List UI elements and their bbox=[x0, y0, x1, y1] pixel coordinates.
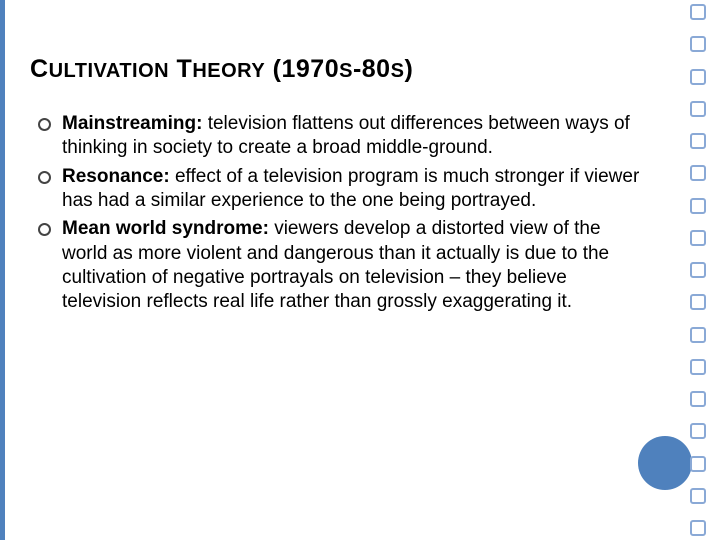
title-seg: S bbox=[339, 60, 353, 82]
left-accent-bar bbox=[0, 0, 5, 540]
decorative-square bbox=[690, 262, 706, 278]
decorative-square bbox=[690, 198, 706, 214]
decorative-square bbox=[690, 165, 706, 181]
title-seg: HEORY bbox=[192, 60, 265, 82]
title-seg: -80 bbox=[353, 55, 391, 83]
title-seg: C bbox=[30, 55, 49, 83]
title-seg: S bbox=[391, 60, 405, 82]
decorative-square bbox=[690, 327, 706, 343]
bullet-term: Mean world syndrome: bbox=[62, 218, 269, 239]
bullet-list: Mainstreaming: television flattens out d… bbox=[30, 112, 640, 315]
decorative-square bbox=[690, 133, 706, 149]
title-seg: ) bbox=[404, 55, 413, 83]
right-square-strip bbox=[686, 0, 710, 540]
decorative-square bbox=[690, 101, 706, 117]
decorative-circle bbox=[638, 436, 692, 490]
bullet-term: Mainstreaming: bbox=[62, 113, 202, 134]
decorative-square bbox=[690, 391, 706, 407]
decorative-square bbox=[690, 423, 706, 439]
title-seg: (1970 bbox=[265, 55, 339, 83]
decorative-square bbox=[690, 230, 706, 246]
decorative-square bbox=[690, 294, 706, 310]
list-item: Mainstreaming: television flattens out d… bbox=[38, 112, 640, 161]
slide-title: CULTIVATION THEORY (1970S-80S) bbox=[30, 55, 640, 84]
bullet-term: Resonance: bbox=[62, 166, 170, 187]
decorative-square bbox=[690, 36, 706, 52]
decorative-square bbox=[690, 69, 706, 85]
list-item: Resonance: effect of a television progra… bbox=[38, 165, 640, 214]
slide-content: CULTIVATION THEORY (1970S-80S) Mainstrea… bbox=[30, 55, 640, 319]
list-item: Mean world syndrome: viewers develop a d… bbox=[38, 217, 640, 314]
title-seg: T bbox=[169, 55, 192, 83]
title-seg: ULTIVATION bbox=[49, 60, 170, 82]
decorative-square bbox=[690, 359, 706, 375]
decorative-square bbox=[690, 520, 706, 536]
decorative-square bbox=[690, 4, 706, 20]
decorative-square bbox=[690, 488, 706, 504]
decorative-square bbox=[690, 456, 706, 472]
